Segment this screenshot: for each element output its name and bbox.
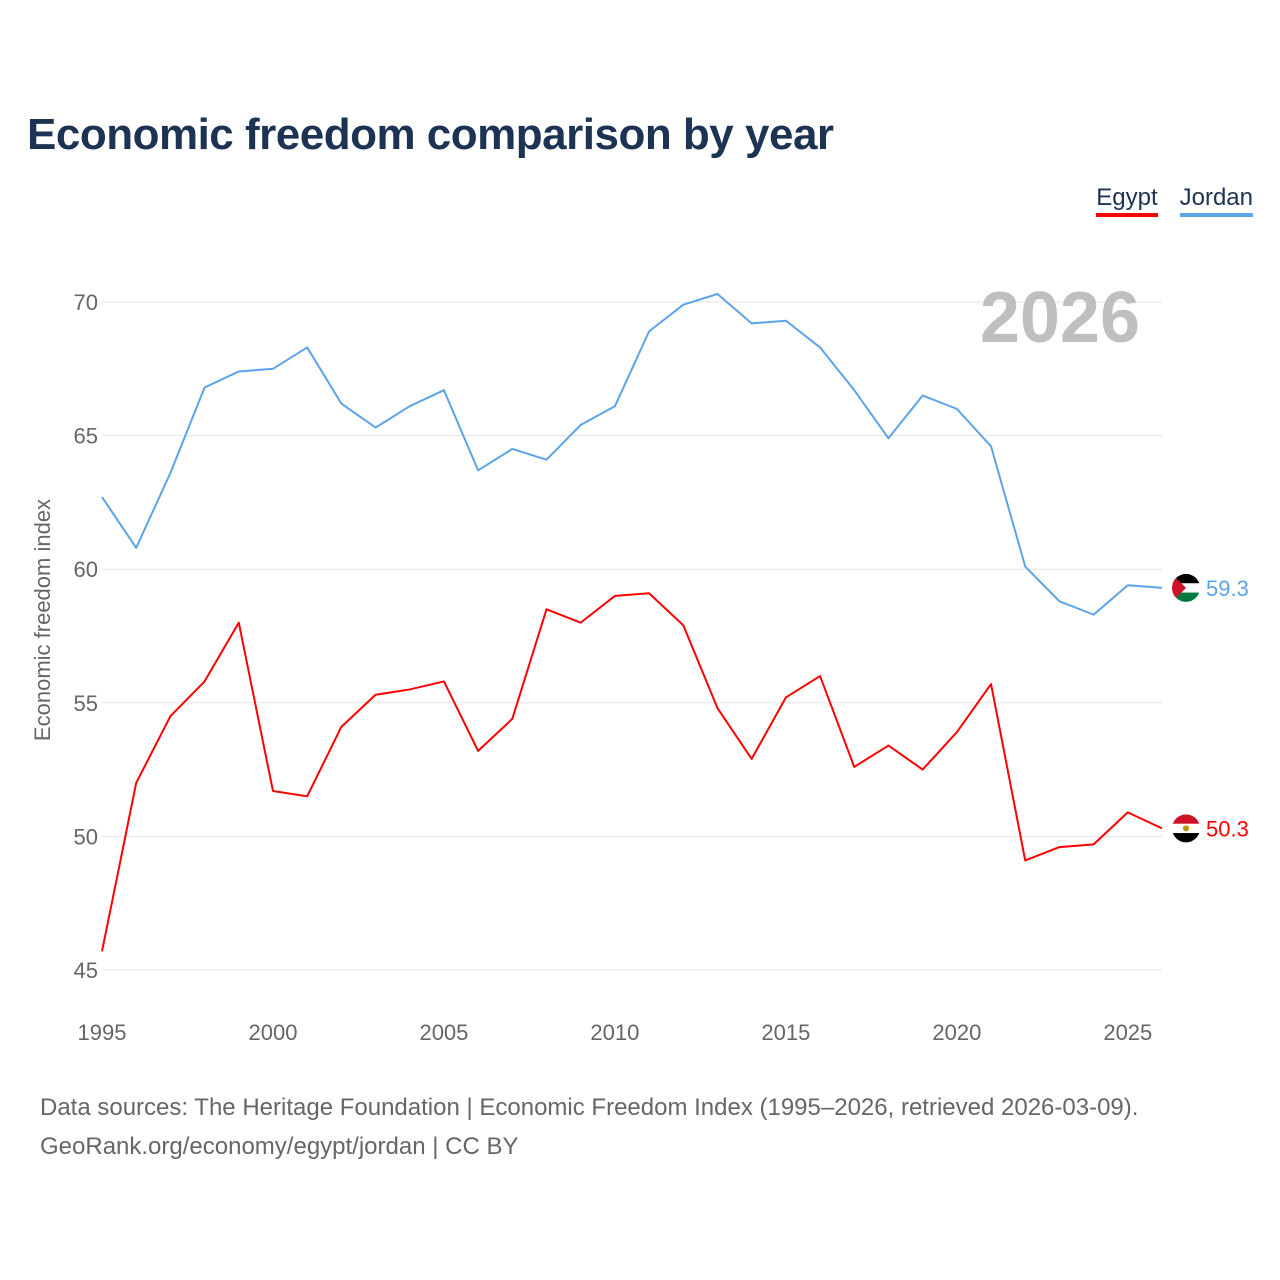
y-tick-label: 65 bbox=[74, 424, 98, 449]
x-tick-label: 1995 bbox=[78, 1020, 127, 1045]
flag-jordan-icon bbox=[1172, 573, 1200, 602]
end-label-jordan: 59.3 bbox=[1206, 576, 1249, 601]
legend-jordan[interactable]: Jordan bbox=[1179, 184, 1253, 217]
source-note: Data sources: The Heritage Foundation | … bbox=[40, 1094, 1139, 1121]
y-tick-label: 60 bbox=[74, 557, 98, 582]
chart-title: Economic freedom comparison by year bbox=[27, 110, 834, 159]
series-line-egypt bbox=[101, 592, 1163, 952]
series-line-jordan bbox=[101, 292, 1163, 616]
y-axis-label: Economic freedom index bbox=[30, 499, 55, 741]
source-link[interactable]: GeoRank.org/economy/egypt/jordan | CC BY bbox=[40, 1133, 519, 1160]
footer: Data sources: The Heritage Foundation | … bbox=[40, 1088, 1138, 1166]
y-tick-label: 50 bbox=[74, 824, 98, 849]
y-tick-label: 70 bbox=[74, 290, 98, 315]
x-tick-label: 2015 bbox=[761, 1020, 810, 1045]
flag-egypt-icon bbox=[1172, 814, 1200, 843]
end-label-egypt: 50.3 bbox=[1206, 816, 1249, 841]
x-tick-label: 2010 bbox=[590, 1020, 639, 1045]
y-tick-label: 55 bbox=[74, 691, 98, 716]
legend: Egypt Jordan bbox=[1096, 184, 1253, 217]
y-tick-label: 45 bbox=[74, 958, 98, 983]
x-tick-label: 2020 bbox=[932, 1020, 981, 1045]
year-watermark: 2026 bbox=[980, 278, 1140, 358]
x-tick-label: 2000 bbox=[248, 1020, 297, 1045]
legend-egypt[interactable]: Egypt bbox=[1096, 184, 1158, 217]
x-tick-label: 2005 bbox=[419, 1020, 468, 1045]
x-tick-label: 2025 bbox=[1103, 1020, 1152, 1045]
